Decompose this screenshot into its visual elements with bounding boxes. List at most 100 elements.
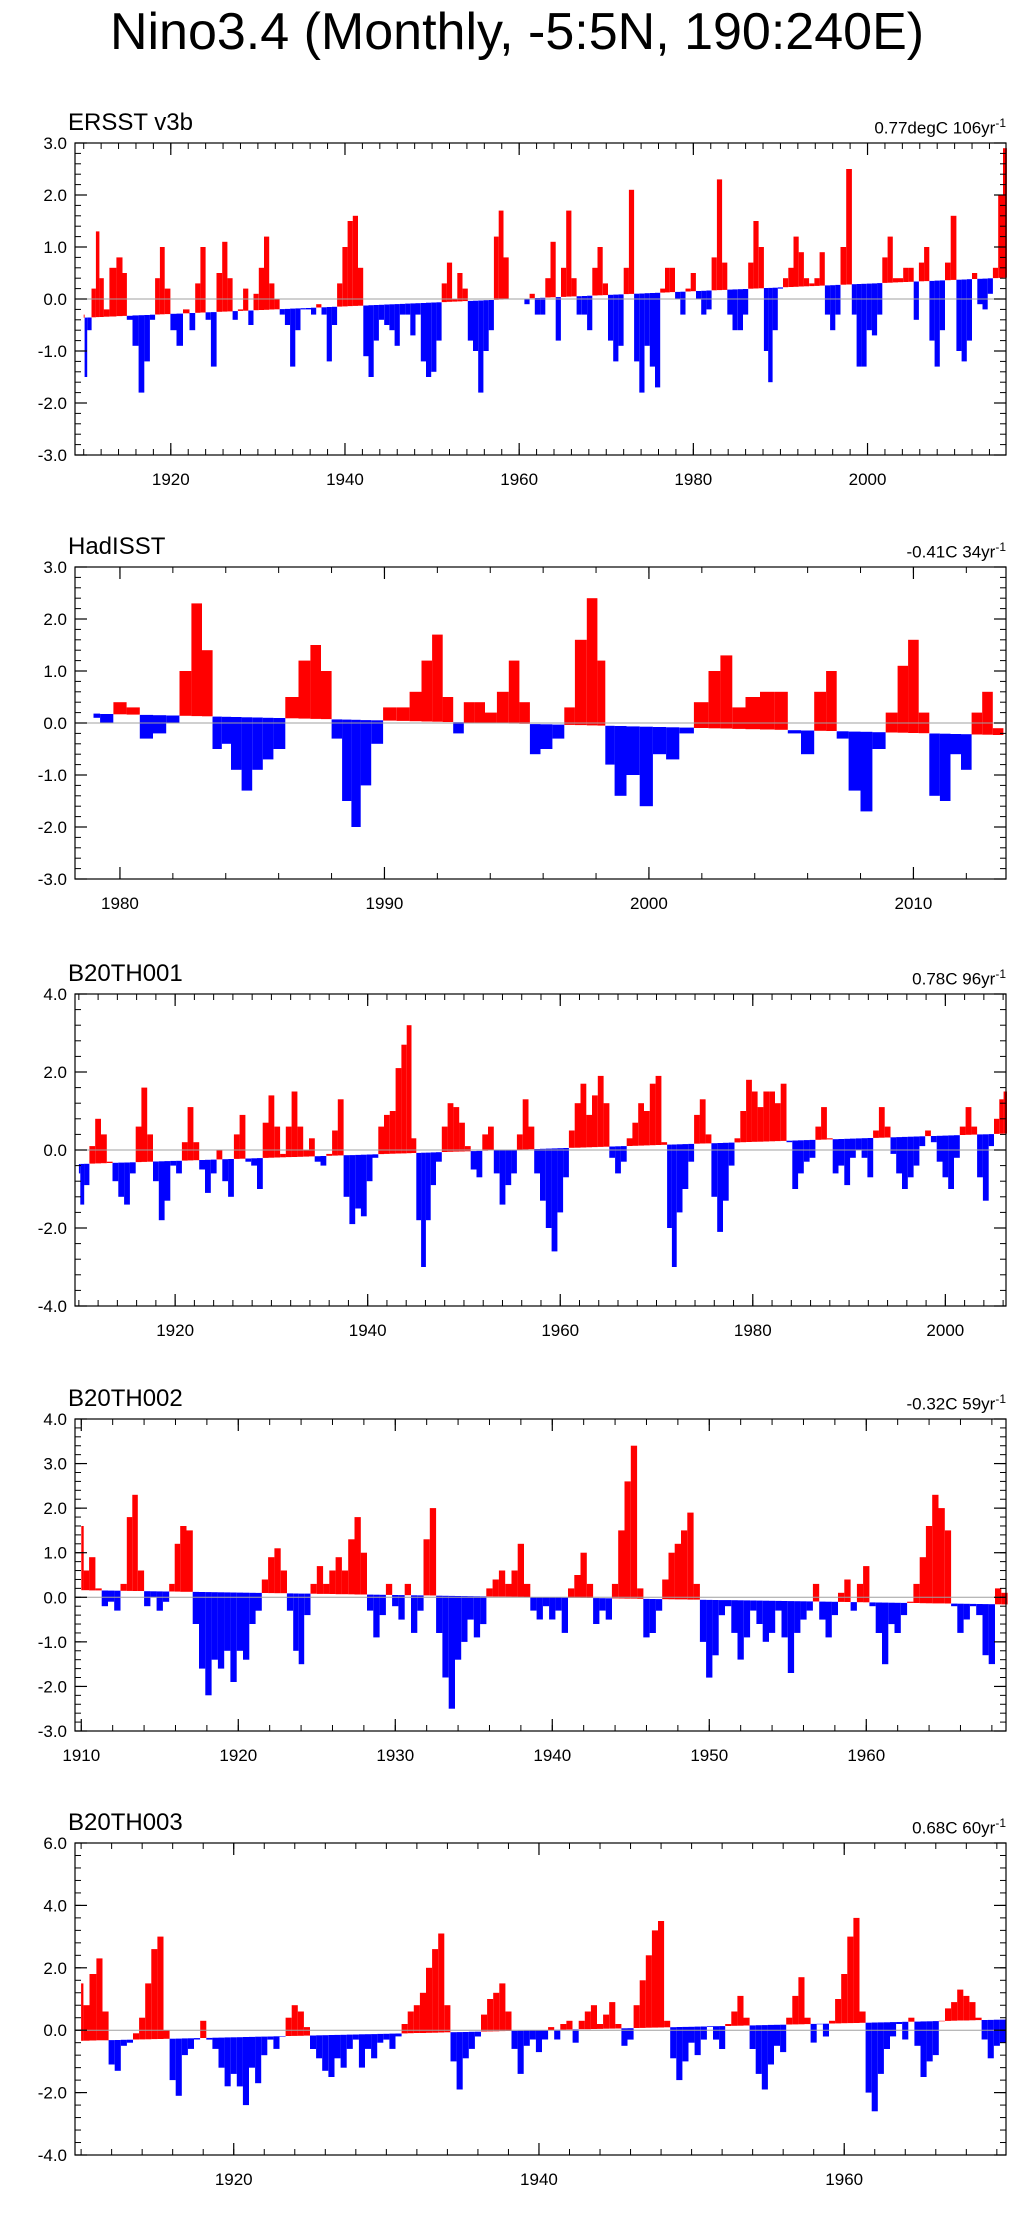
negative-anomaly-bar — [139, 714, 153, 739]
y-tick-label: 0.0 — [43, 1141, 67, 1160]
positive-anomaly-bar — [91, 288, 96, 318]
positive-anomaly-bar — [216, 1150, 223, 1160]
positive-anomaly-bar — [186, 1530, 193, 1592]
negative-anomaly-bar — [511, 2030, 518, 2049]
negative-anomaly-bar — [410, 303, 416, 336]
y-tick-label: -4.0 — [38, 2146, 67, 2165]
negative-anomaly-bar — [620, 1146, 627, 1162]
negative-anomaly-bar — [875, 1602, 882, 1633]
negative-anomaly-bar — [210, 1159, 217, 1174]
negative-anomaly-bar — [787, 730, 801, 734]
negative-anomaly-bar — [675, 291, 681, 299]
x-tick-label: 1940 — [533, 1746, 571, 1765]
negative-anomaly-bar — [954, 1135, 960, 1158]
positive-anomaly-bar — [335, 1557, 342, 1595]
positive-anomaly-bar — [924, 247, 930, 282]
x-tick-label: 1960 — [847, 1746, 885, 1765]
negative-anomaly-bar — [118, 1162, 125, 1197]
negative-anomaly-bar — [536, 1597, 543, 1620]
positive-anomaly-bar — [803, 278, 810, 287]
positive-anomaly-bar — [122, 273, 127, 316]
negative-anomaly-bar — [993, 2019, 1000, 2046]
x-tick-label: 2010 — [895, 894, 933, 913]
positive-anomaly-bar — [660, 288, 665, 293]
trend-exponent: -1 — [995, 967, 1006, 981]
positive-anomaly-bar — [169, 1583, 175, 1592]
negative-anomaly-bar — [249, 1592, 256, 1624]
negative-anomaly-bar — [236, 2037, 243, 2087]
positive-anomaly-bar — [637, 1588, 644, 1599]
positive-anomaly-bar — [332, 1130, 338, 1156]
positive-anomaly-bar — [580, 1552, 587, 1598]
negative-anomaly-bar — [379, 1594, 386, 1616]
positive-anomaly-bar — [261, 1579, 269, 1593]
negative-anomaly-bar — [378, 304, 385, 320]
positive-anomaly-bar — [200, 247, 206, 313]
negative-anomaly-bar — [442, 1595, 449, 1678]
positive-anomaly-bar — [644, 1111, 650, 1146]
negative-anomaly-bar — [241, 717, 253, 791]
positive-anomaly-bar — [812, 1583, 820, 1602]
positive-anomaly-bar — [409, 691, 422, 722]
negative-anomaly-bar — [322, 2035, 329, 2071]
positive-anomaly-bar — [89, 1974, 97, 2041]
negative-anomaly-bar — [149, 314, 156, 320]
y-tick-label: 0.0 — [43, 714, 67, 733]
positive-anomaly-bar — [574, 639, 587, 726]
positive-anomaly-bar — [291, 2005, 298, 2036]
positive-anomaly-bar — [358, 267, 364, 306]
negative-anomaly-bar — [743, 1600, 751, 1638]
anomaly-bars — [83, 148, 1007, 393]
negative-anomaly-bar — [368, 305, 374, 377]
negative-anomaly-bar — [540, 724, 553, 749]
negative-anomaly-bar — [205, 1592, 212, 1696]
positive-anomaly-bar — [628, 189, 635, 294]
negative-anomaly-bar — [731, 1600, 738, 1633]
negative-anomaly-bar — [982, 1604, 989, 1656]
negative-anomaly-bar — [860, 731, 873, 812]
negative-anomaly-bar — [722, 1142, 729, 1201]
negative-anomaly-bar — [920, 2021, 927, 2077]
trend-annotation: -0.41C 34yr-1 — [907, 537, 1007, 563]
negative-anomaly-bar — [114, 2040, 121, 2071]
positive-anomaly-bar — [442, 697, 454, 722]
positive-anomaly-bar — [840, 247, 847, 285]
negative-anomaly-bar — [939, 733, 951, 801]
y-tick-label: 3.0 — [43, 1455, 67, 1474]
positive-anomaly-bar — [1001, 1592, 1008, 1605]
positive-anomaly-bar — [274, 299, 280, 310]
positive-anomaly-bar — [401, 2024, 408, 2034]
negative-anomaly-bar — [175, 2038, 182, 2096]
negative-anomaly-bar — [158, 1161, 165, 1221]
positive-anomaly-bar — [120, 1583, 127, 1591]
positive-anomaly-bar — [83, 2005, 90, 2041]
y-tick-label: 2.0 — [43, 610, 67, 629]
panel-title: B20TH003 — [68, 1809, 183, 1836]
negative-anomaly-bar — [311, 307, 317, 315]
x-tick-label: 1960 — [825, 2170, 863, 2189]
x-tick-label: 1920 — [152, 470, 190, 489]
negative-anomaly-bar — [316, 2035, 323, 2059]
negative-anomaly-bar — [557, 1148, 564, 1213]
negative-anomaly-bar — [719, 2026, 726, 2049]
negative-anomaly-bar — [781, 1601, 788, 1638]
negative-anomaly-bar — [355, 1154, 361, 1209]
negative-anomaly-bar — [679, 727, 694, 734]
positive-anomaly-bar — [649, 1083, 656, 1146]
negative-anomaly-bar — [279, 2036, 286, 2037]
anomaly-bars — [78, 1025, 1007, 1267]
positive-anomaly-bar — [280, 1153, 286, 1158]
negative-anomaly-bar — [561, 1597, 568, 1633]
negative-anomaly-bar — [999, 2019, 1006, 2043]
negative-anomaly-bar — [144, 1591, 151, 1607]
positive-anomaly-bar — [141, 1087, 148, 1162]
positive-anomaly-bar — [1003, 148, 1007, 278]
positive-anomaly-bar — [693, 1583, 700, 1600]
positive-anomaly-bar — [280, 1570, 287, 1594]
negative-anomaly-bar — [298, 1593, 305, 1665]
negative-anomaly-bar — [232, 311, 238, 320]
positive-anomaly-bar — [303, 1150, 309, 1157]
positive-anomaly-bar — [798, 1977, 805, 2025]
negative-anomaly-bar — [377, 2033, 384, 2043]
negative-anomaly-bar — [267, 2036, 274, 2040]
